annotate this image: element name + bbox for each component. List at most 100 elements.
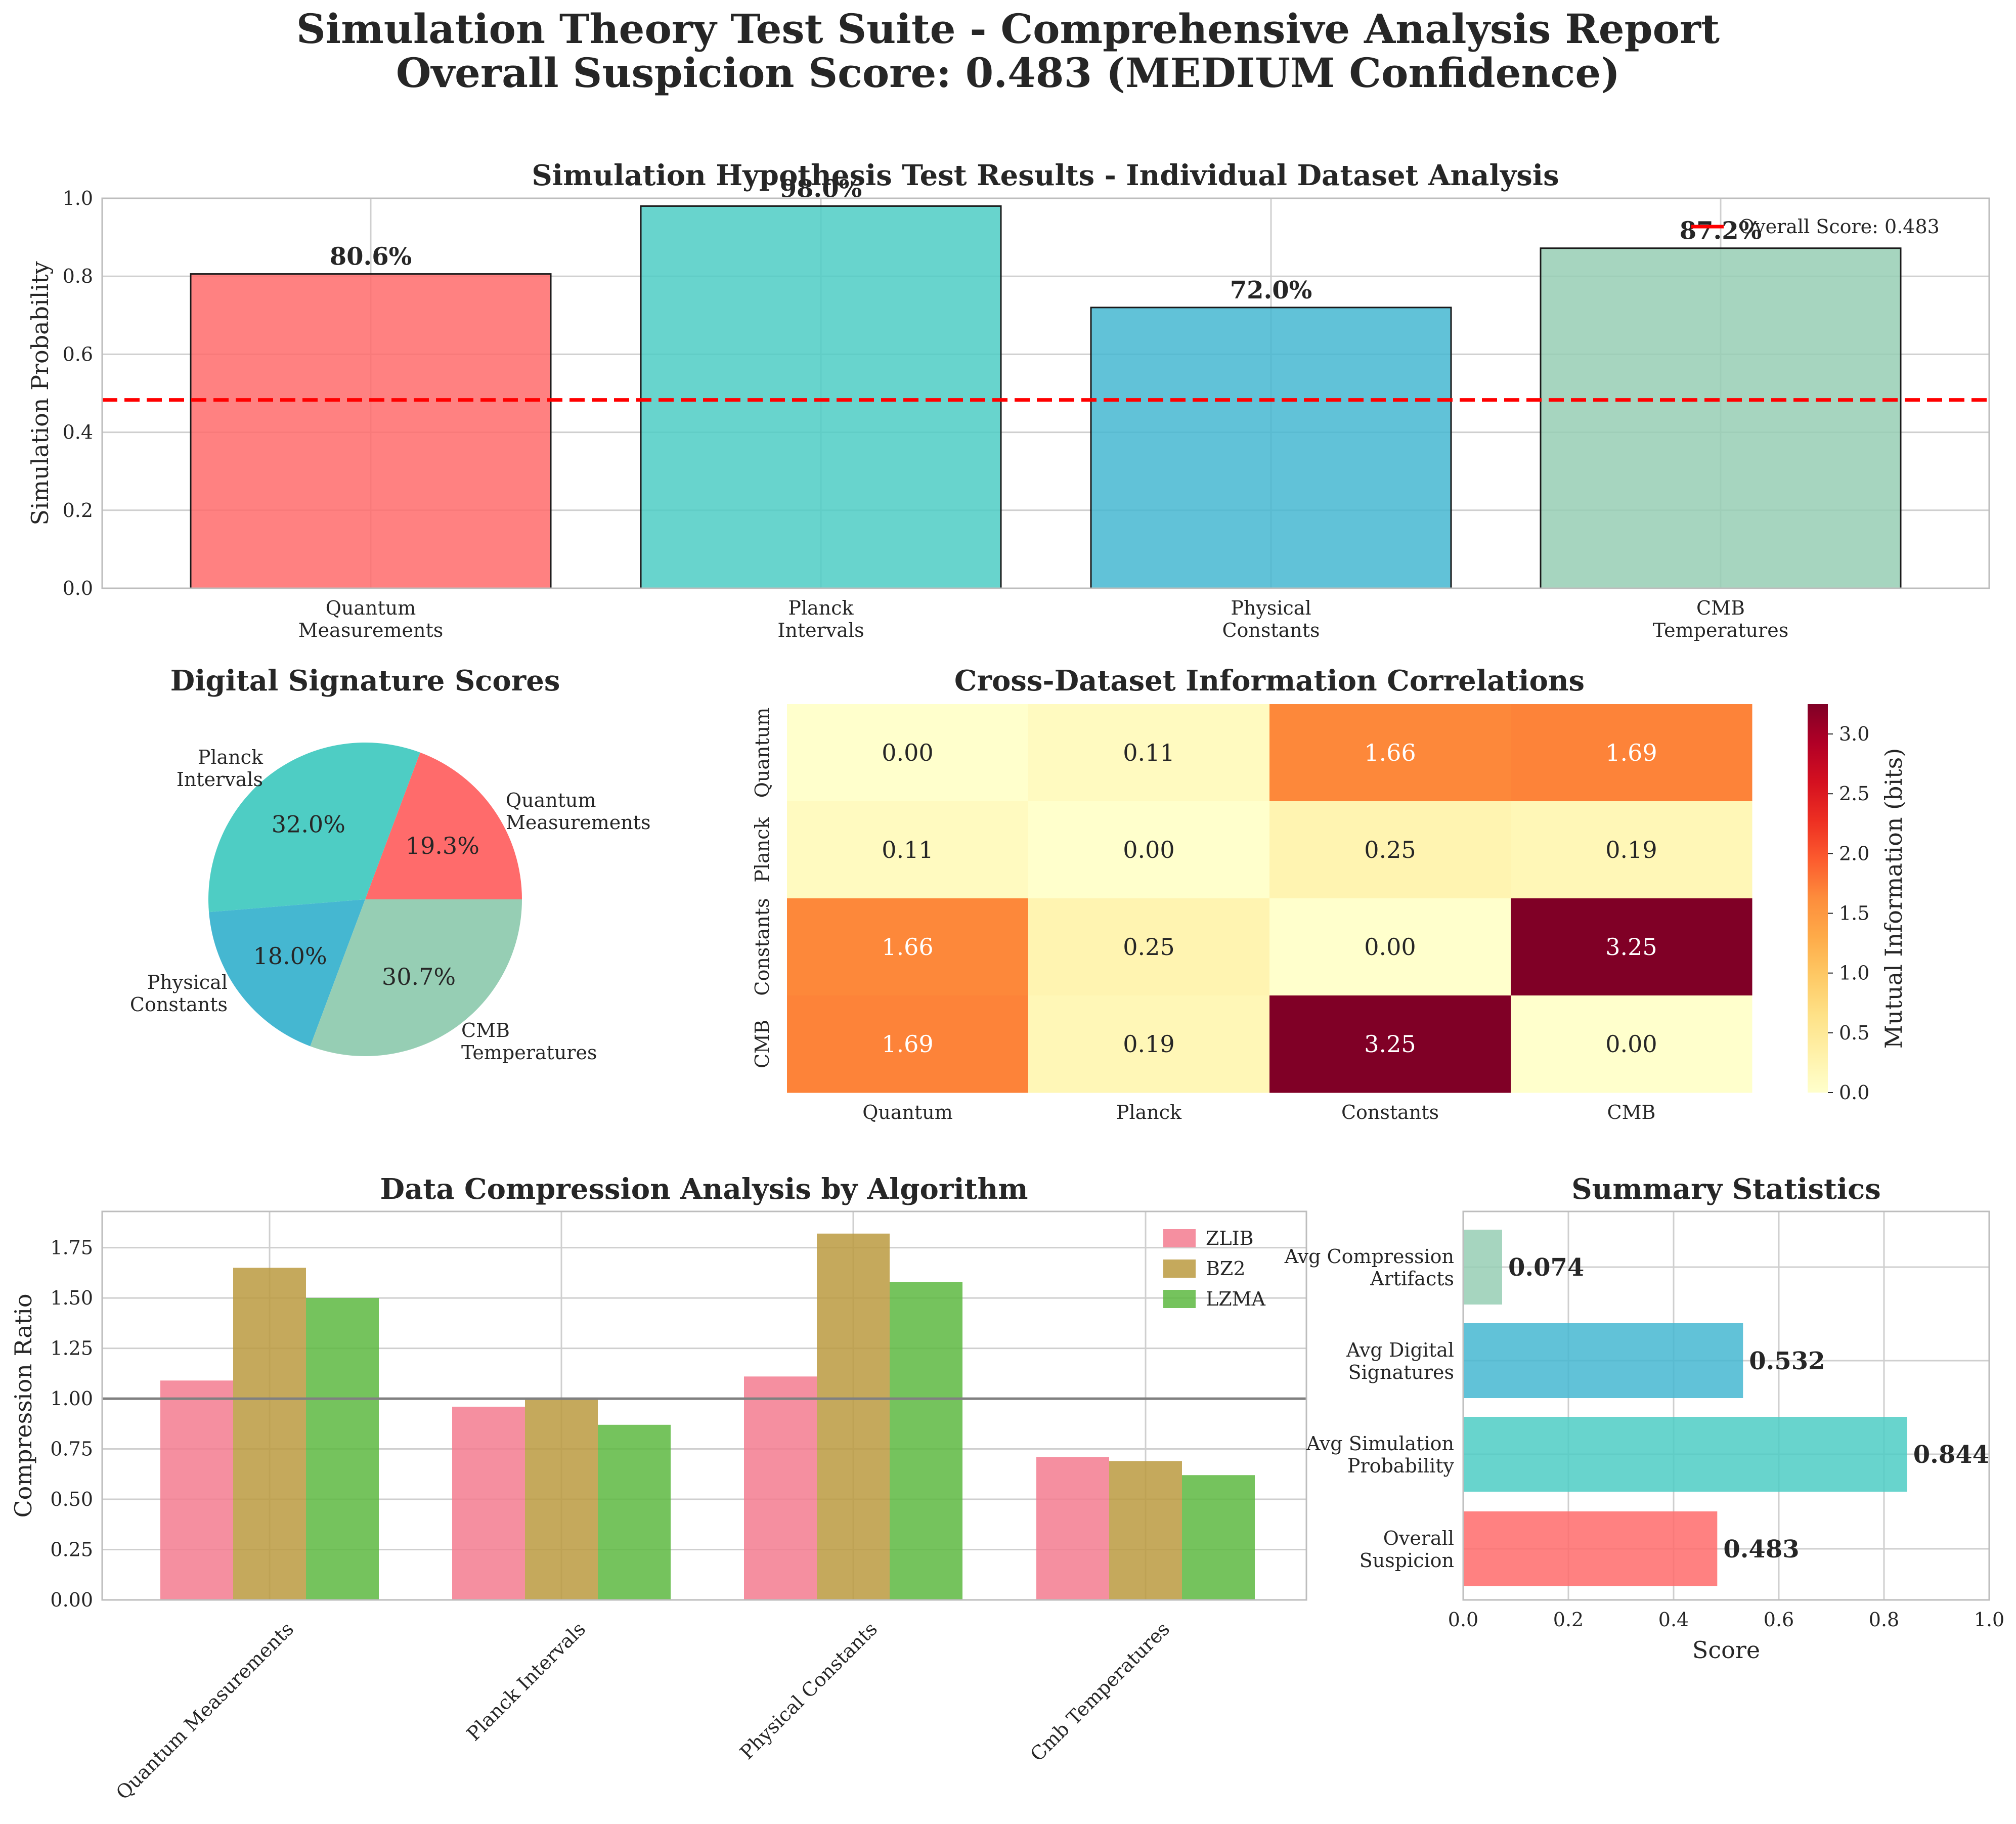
heatmap-cell-value: 3.25 (1605, 933, 1657, 961)
bar-zlib (744, 1376, 817, 1600)
heatmap-cell-value: 0.00 (1605, 1030, 1657, 1058)
x-tick-label: 0.4 (1658, 1609, 1689, 1631)
x-axis-label: Score (1692, 1636, 1760, 1664)
heatmap-cell-value: 3.25 (1364, 1030, 1416, 1058)
heatmap-cell (787, 995, 1029, 1093)
y-tick-label: 1.0 (63, 187, 93, 209)
colorbar-tick-label: 0.0 (1839, 1081, 1869, 1104)
summary-bar (1463, 1511, 1718, 1586)
heatmap-cell (1028, 801, 1270, 899)
heatmap-cell (787, 704, 1029, 802)
y-tick-label: 0.75 (50, 1438, 93, 1460)
heatmap-cell (1511, 801, 1752, 899)
heatmap-x-label: Quantum (862, 1101, 953, 1123)
heatmap-cell (1511, 995, 1752, 1093)
x-tick-label: Quantum Measurements (112, 1618, 298, 1804)
bar (640, 205, 1002, 589)
heatmap-y-label: Constants (751, 898, 773, 995)
plot-frame (1462, 1210, 1990, 1601)
heatmap-cell-value: 0.25 (1123, 933, 1174, 961)
legend-label: Overall Score: 0.483 (1739, 215, 1940, 238)
summary-bar (1463, 1230, 1502, 1305)
x-tick-label: 0.6 (1764, 1609, 1794, 1631)
panel-title: Data Compression Analysis by Algorithm (380, 1172, 1028, 1206)
summary-value-label: 0.532 (1749, 1347, 1825, 1375)
bar-value-label: 87.2% (1680, 217, 1762, 245)
heatmap-cell (1511, 898, 1752, 996)
heatmap-cell-value: 0.00 (1364, 933, 1416, 961)
correlation-heatmap: 0.00 0.11 1.66 1.69 0.11 0.00 0.25 0.19 1.66 0.25… (751, 664, 1907, 1123)
simulation-probability-bar-chart: 0.0 0.2 0.4 0.6 0.8 1.0 80.6% Quantum Measuremen… (26, 159, 1990, 641)
heatmap-cell-value: 0.19 (1605, 836, 1657, 863)
pie-percent-label: 18.0% (253, 942, 327, 970)
x-tick-label: Planck Intervals (777, 597, 864, 641)
heatmap-y-label: Quantum (751, 708, 773, 798)
y-tick-label: 0.6 (63, 343, 93, 365)
figure-title-line1: Simulation Theory Test Suite - Comprehen… (296, 5, 1720, 53)
x-tick-label: Physical Constants (1222, 597, 1320, 641)
pie-percent-label: 32.0% (272, 811, 345, 838)
panel-title: Digital Signature Scores (170, 664, 560, 698)
legend-label: ZLIB (1206, 1227, 1254, 1249)
colorbar-label: Mutual Information (bits) (1880, 748, 1907, 1049)
pie-percent-label: 19.3% (406, 832, 479, 859)
summary-value-label: 0.844 (1913, 1441, 1989, 1469)
pie-slice (209, 899, 365, 1047)
colorbar-tick-label: 2.0 (1839, 842, 1869, 864)
legend-label: BZ2 (1206, 1257, 1246, 1280)
colorbar-tick-label: 3.0 (1839, 723, 1869, 745)
x-tick-label: Cmb Temperatures (1026, 1618, 1174, 1766)
bar (1090, 307, 1452, 589)
heatmap-x-label: Constants (1341, 1101, 1439, 1123)
pie-slice (208, 743, 420, 913)
panel-title: Summary Statistics (1571, 1172, 1881, 1206)
heatmap-cell-value: 1.69 (1605, 739, 1657, 766)
bar-bz2 (1109, 1461, 1182, 1600)
y-tick-label: 0.25 (50, 1539, 93, 1561)
figure-title-line2: Overall Suspicion Score: 0.483 (MEDIUM C… (396, 49, 1620, 97)
heatmap-y-label: Planck (751, 816, 773, 882)
legend-swatch (1163, 1260, 1196, 1278)
heatmap-cell (787, 801, 1029, 899)
pie-slice (365, 752, 522, 899)
summary-bar (1463, 1323, 1743, 1398)
summary-bar (1463, 1417, 1907, 1492)
bar-zlib (160, 1380, 233, 1600)
legend-swatch (1163, 1290, 1196, 1308)
y-tick-label: 0.00 (50, 1589, 93, 1611)
bar-bz2 (525, 1399, 598, 1600)
y-tick-label: Avg Simulation Probability (1306, 1432, 1455, 1477)
y-tick-label: 0.4 (63, 421, 93, 444)
bar-lzma (306, 1298, 379, 1600)
bar-lzma (1182, 1475, 1255, 1600)
x-tick-label: 0.2 (1553, 1609, 1584, 1631)
y-tick-label: Avg Compression Artifacts (1284, 1245, 1454, 1290)
heatmap-cell-value: 1.66 (1364, 739, 1416, 766)
colorbar-tick-label: 1.0 (1839, 962, 1869, 984)
heatmap-cell-value: 0.25 (1364, 836, 1416, 863)
heatmap-cell-value: 0.00 (882, 739, 933, 766)
heatmap-cell-value: 0.11 (1123, 739, 1174, 766)
heatmap-cell-value: 1.66 (882, 933, 933, 961)
y-tick-label: Overall Suspicion (1360, 1527, 1454, 1572)
y-tick-label: 1.00 (50, 1387, 93, 1410)
heatmap-cell-value: 0.00 (1123, 836, 1174, 863)
heatmap-cell (1028, 704, 1270, 802)
heatmap-cell-value: 0.19 (1123, 1030, 1174, 1058)
summary-value-label: 0.074 (1508, 1253, 1584, 1282)
y-tick-label: 1.75 (50, 1237, 93, 1259)
plot-frame (101, 197, 1990, 589)
heatmap-cell (1028, 995, 1270, 1093)
y-tick-label: 0.0 (63, 577, 93, 599)
x-tick-label: 1.0 (1974, 1609, 2004, 1631)
x-tick-label: Quantum Measurements (298, 597, 443, 641)
heatmap-cell (1511, 704, 1752, 802)
y-axis-label: Compression Ratio (10, 1293, 37, 1517)
panel-title: Cross-Dataset Information Correlations (954, 664, 1585, 698)
pie-percent-label: 30.7% (382, 963, 456, 990)
y-tick-label: 1.25 (50, 1337, 93, 1360)
heatmap-cell (787, 898, 1029, 996)
x-tick-label: 0.8 (1869, 1609, 1899, 1631)
legend-label: LZMA (1206, 1288, 1266, 1310)
